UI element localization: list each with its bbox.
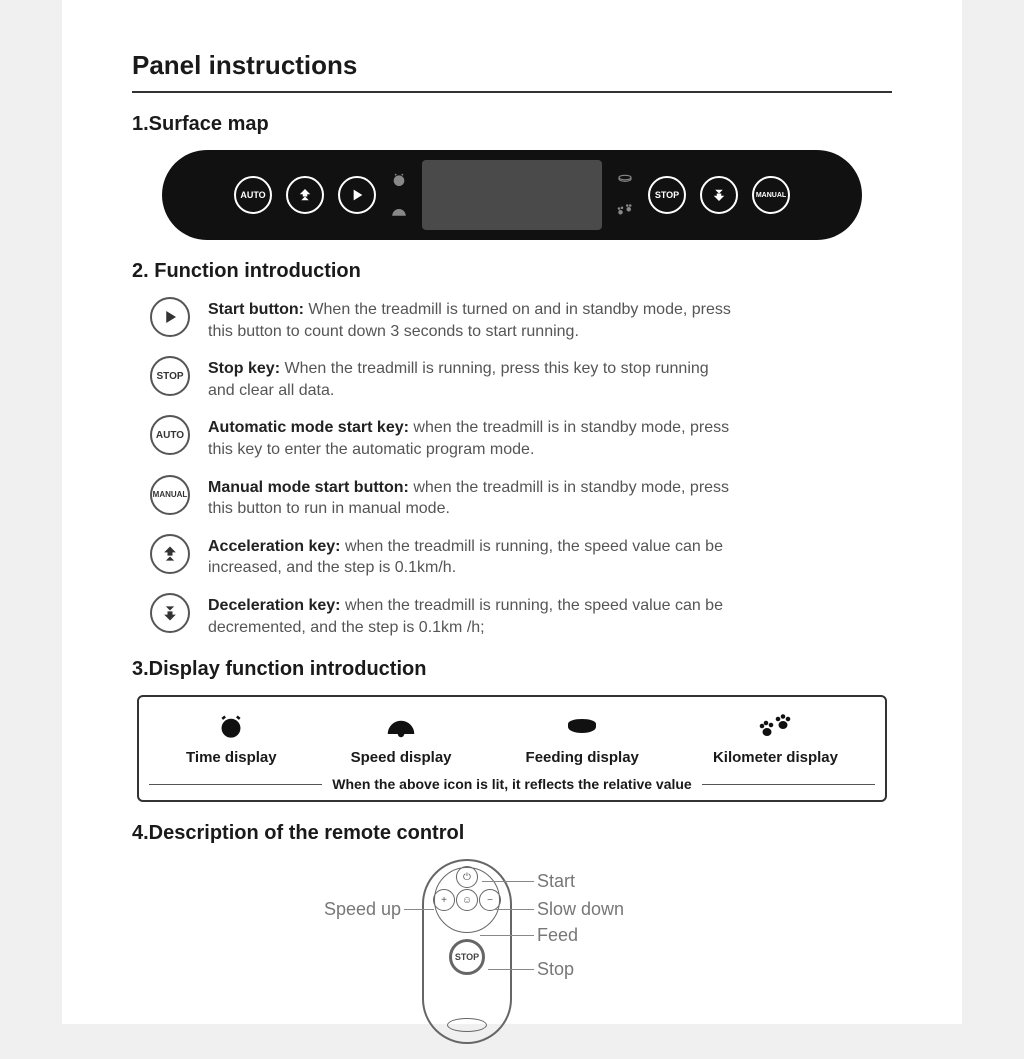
page-title: Panel instructions <box>132 50 892 93</box>
remote-stop-button: STOP <box>449 939 485 975</box>
function-row: Start button: When the treadmill is turn… <box>132 297 892 342</box>
remote-dpad: ⏻ + − ☺ <box>434 867 500 933</box>
display-label: Kilometer display <box>713 749 838 766</box>
gauge-icon <box>384 713 418 741</box>
panel-up-button <box>286 176 324 214</box>
function-text: Deceleration key: when the treadmill is … <box>208 593 738 638</box>
section2-heading: 2. Function introduction <box>132 260 892 283</box>
display-row: Time display Speed display Feeding displ… <box>149 713 875 766</box>
remote-label-start: Start <box>537 871 575 892</box>
divider-line <box>702 784 875 785</box>
gauge-icon <box>390 206 408 218</box>
display-label: Feeding display <box>526 749 639 766</box>
function-text: Automatic mode start key: when the tread… <box>208 415 738 460</box>
panel-auto-button: AUTO <box>234 176 272 214</box>
function-row: STOP Stop key: When the treadmill is run… <box>132 356 892 401</box>
remote-feed-button: ☺ <box>456 889 478 911</box>
bowl-icon <box>565 713 599 741</box>
up-icon <box>150 534 190 574</box>
function-text: Start button: When the treadmill is turn… <box>208 297 738 342</box>
display-box: Time display Speed display Feeding displ… <box>137 695 887 802</box>
paws-icon <box>616 203 634 217</box>
panel-screen <box>422 160 602 230</box>
stop-icon: STOP <box>150 356 190 396</box>
down-icon <box>150 593 190 633</box>
leader-line <box>482 881 534 882</box>
paws-icon <box>757 713 793 741</box>
leader-line <box>494 909 534 910</box>
panel-play-button <box>338 176 376 214</box>
function-text: Manual mode start button: when the tread… <box>208 475 738 520</box>
remote-label-stop: Stop <box>537 959 574 980</box>
leader-line <box>404 909 434 910</box>
remote-ir-window <box>447 1018 487 1032</box>
clock-icon <box>391 172 407 188</box>
remote-label-slow: Slow down <box>537 899 624 920</box>
manual-page: Panel instructions 1.Surface map AUTO ST… <box>62 0 962 1024</box>
function-row: AUTO Automatic mode start key: when the … <box>132 415 892 460</box>
display-footer-text: When the above icon is lit, it reflects … <box>332 776 691 792</box>
panel-stop-button: STOP <box>648 176 686 214</box>
bowl-icon <box>616 173 634 185</box>
remote-diagram: ⏻ + − ☺ STOP Start Slow down Feed Stop S… <box>132 859 892 1059</box>
section4-heading: 4.Description of the remote control <box>132 822 892 845</box>
clock-icon <box>217 713 245 741</box>
remote-outline: ⏻ + − ☺ STOP <box>422 859 512 1044</box>
remote-label-feed: Feed <box>537 925 578 946</box>
remote-label-speedup: Speed up <box>324 899 401 920</box>
remote-start-button: ⏻ <box>456 866 478 888</box>
divider-line <box>149 784 322 785</box>
leader-line <box>488 969 534 970</box>
remote-speedup-button: + <box>433 889 455 911</box>
panel-left-indicators <box>390 172 408 218</box>
panel-manual-button: MANUAL <box>752 176 790 214</box>
function-text: Stop key: When the treadmill is running,… <box>208 356 738 401</box>
play-icon <box>150 297 190 337</box>
display-label: Time display <box>186 749 277 766</box>
leader-line <box>480 935 534 936</box>
panel-right-indicators <box>616 173 634 217</box>
display-item-speed: Speed display <box>351 713 452 766</box>
function-text: Acceleration key: when the treadmill is … <box>208 534 738 579</box>
display-footer: When the above icon is lit, it reflects … <box>149 776 875 792</box>
function-row: Acceleration key: when the treadmill is … <box>132 534 892 579</box>
function-row: MANUAL Manual mode start button: when th… <box>132 475 892 520</box>
display-item-time: Time display <box>186 713 277 766</box>
display-item-feeding: Feeding display <box>526 713 639 766</box>
section1-heading: 1.Surface map <box>132 113 892 136</box>
remote-slowdown-button: − <box>479 889 501 911</box>
section3-heading: 3.Display function introduction <box>132 658 892 681</box>
manual-icon: MANUAL <box>150 475 190 515</box>
panel-down-button <box>700 176 738 214</box>
control-panel: AUTO STOP MANUAL <box>162 150 862 240</box>
display-label: Speed display <box>351 749 452 766</box>
display-item-kilometer: Kilometer display <box>713 713 838 766</box>
auto-icon: AUTO <box>150 415 190 455</box>
function-row: Deceleration key: when the treadmill is … <box>132 593 892 638</box>
